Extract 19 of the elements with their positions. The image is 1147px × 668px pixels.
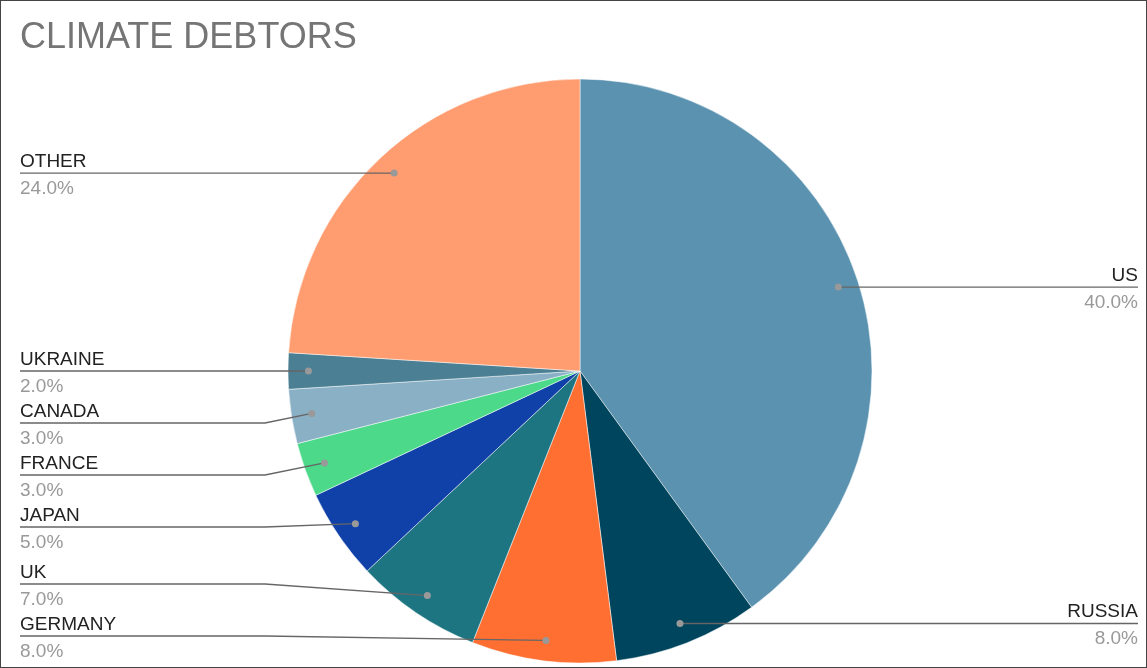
slice-label: GERMANY	[20, 613, 117, 634]
data-label: 8.0%	[1094, 627, 1139, 649]
slice-label: OTHER	[20, 150, 87, 172]
slice-label: RUSSIA	[1067, 600, 1139, 622]
slice-label: UK	[20, 561, 47, 582]
data-label: 3.0%	[20, 427, 64, 448]
data-label: 40.0%	[1084, 291, 1139, 313]
data-label: 2.0%	[20, 375, 64, 396]
chart-title: CLIMATE DEBTORS	[20, 15, 357, 56]
slice-label: FRANCE	[20, 452, 99, 473]
slice-label: UKRAINE	[20, 348, 105, 369]
data-label: 5.0%	[20, 531, 64, 552]
slice-label: CANADA	[20, 400, 100, 421]
data-label: 8.0%	[20, 640, 64, 661]
slice-label: US	[1111, 264, 1138, 286]
data-label: 3.0%	[20, 479, 64, 500]
data-label: 24.0%	[20, 177, 74, 199]
data-label: 7.0%	[20, 588, 64, 609]
slice-label: JAPAN	[20, 504, 80, 525]
